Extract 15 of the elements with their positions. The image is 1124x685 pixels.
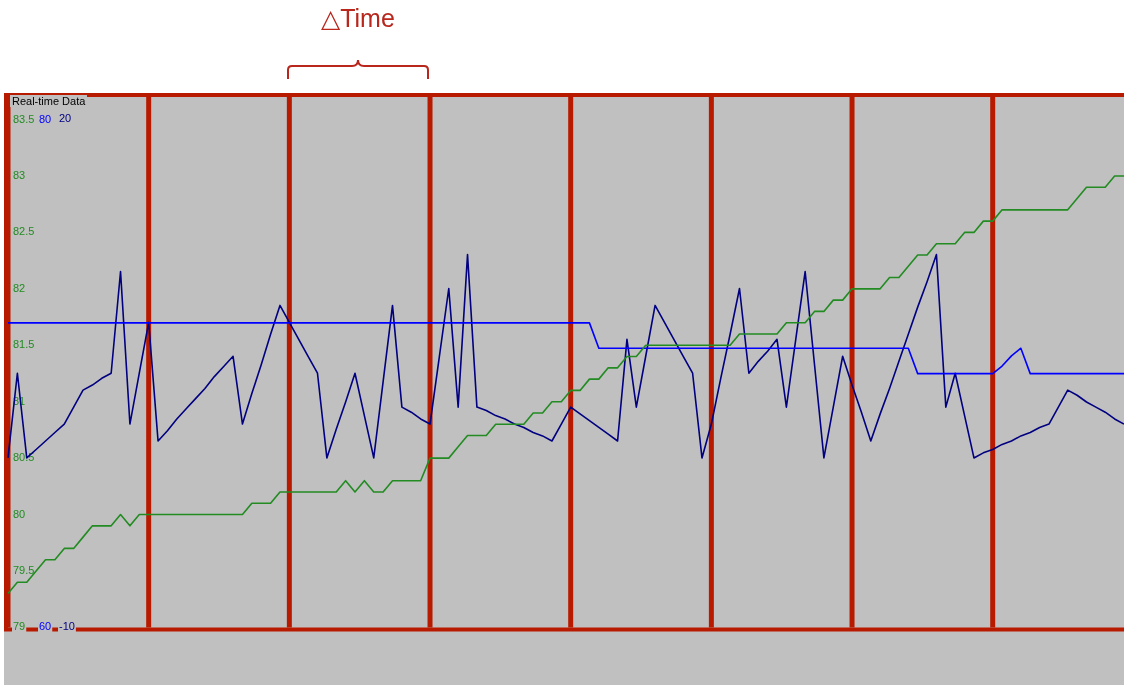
text: △Time [320, 4, 396, 33]
y2-tick-label: 60 [39, 620, 52, 633]
y-tick-label: 83.5 [13, 112, 35, 125]
y-tick-label: 80.5 [13, 451, 35, 464]
y-tick-label: 79 [13, 620, 26, 633]
y3-tick-label: -10 [59, 620, 75, 633]
y-tick-label: 81.5 [13, 338, 35, 351]
y-tick-label: 82.5 [13, 225, 35, 238]
y-tick-label: 82 [13, 281, 26, 294]
y-tick-label: 83 [13, 169, 26, 182]
chart-title: Real-time Data [10, 95, 88, 107]
y2-tick-label: 80 [39, 112, 52, 125]
y-tick-label: 79.5 [13, 564, 35, 577]
y3-tick-label: 20 [59, 112, 72, 125]
y-tick-label: 80 [13, 507, 26, 520]
